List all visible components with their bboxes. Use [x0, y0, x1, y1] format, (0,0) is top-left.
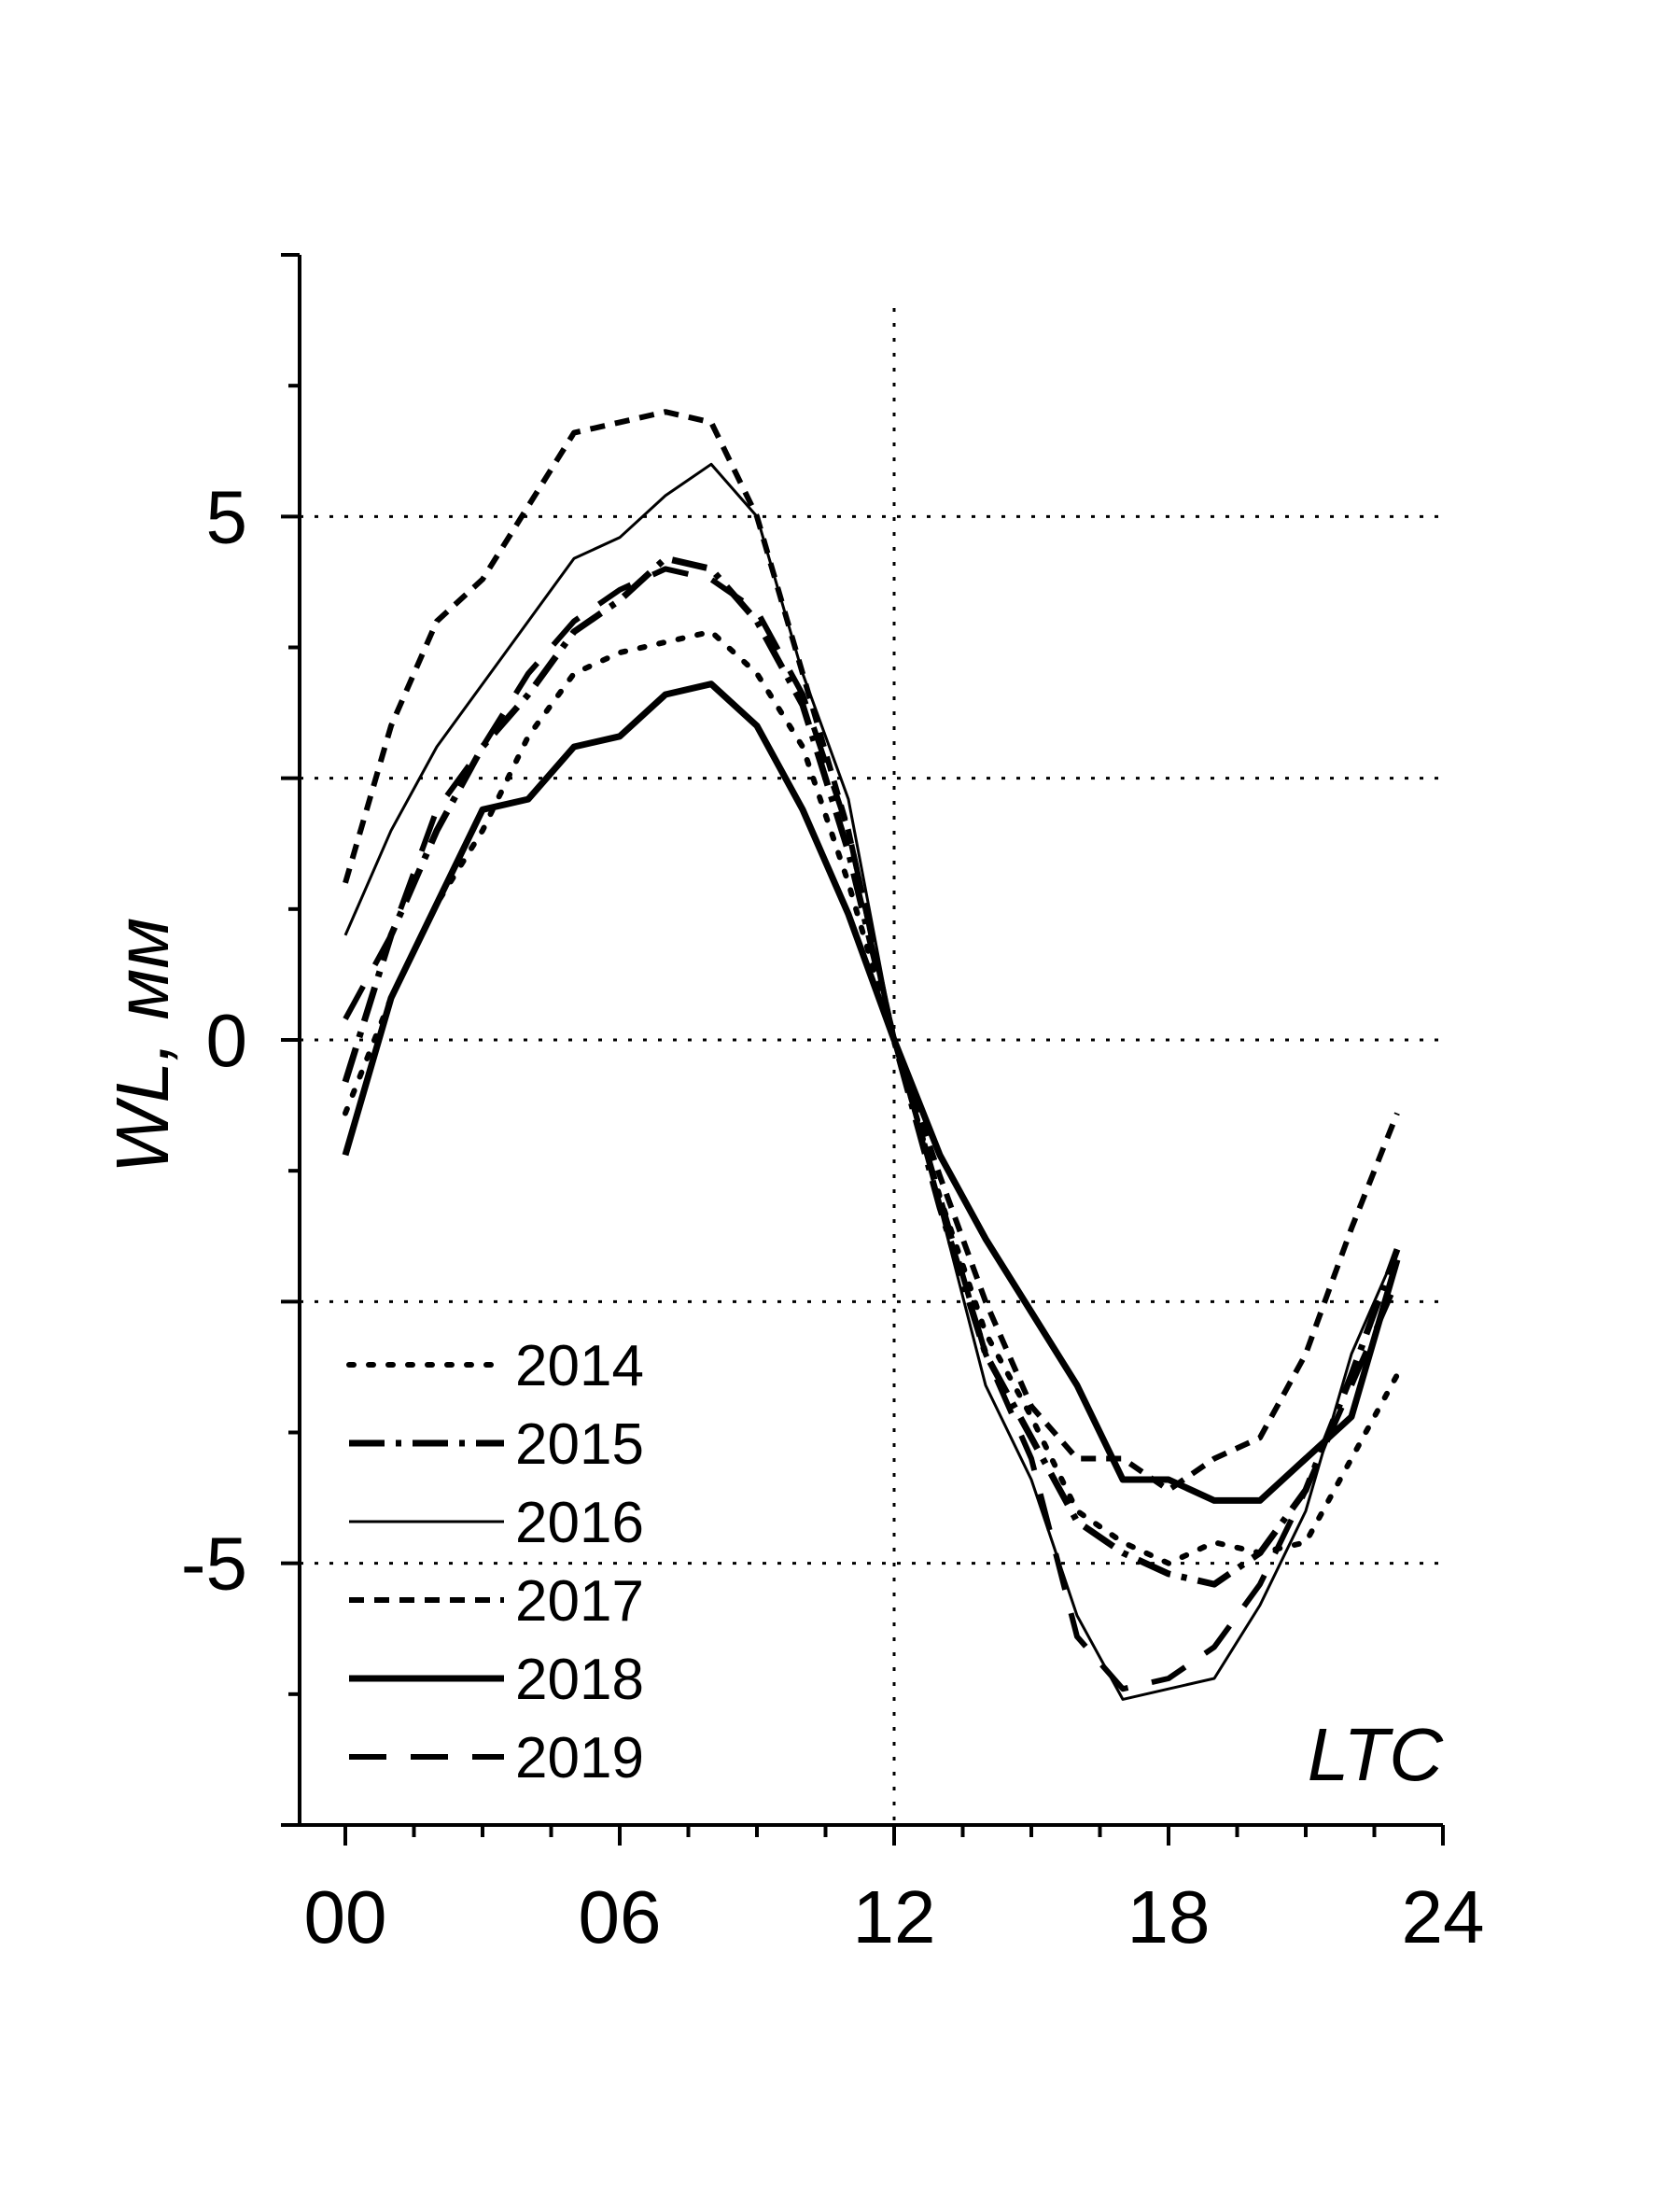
series-line-2014 — [343, 628, 1400, 1566]
series-line-2016 — [343, 462, 1399, 1701]
legend-label-2018: 2018 — [515, 1648, 644, 1712]
x-tick-label: 18 — [1127, 1875, 1211, 1958]
grid-lines — [300, 308, 1443, 1825]
series-lines — [342, 409, 1401, 1701]
x-axis-label: LTC — [1308, 1713, 1444, 1796]
y-tick-label: 5 — [206, 475, 248, 558]
y-axis-label: WL, мм — [101, 918, 184, 1173]
x-tick-label: 06 — [579, 1875, 662, 1958]
series-line-2019 — [343, 566, 1400, 1692]
legend-label-2019: 2019 — [515, 1726, 644, 1790]
axes — [281, 253, 1445, 1846]
series-line-2018 — [342, 681, 1401, 1504]
y-tick-label: 0 — [206, 999, 248, 1082]
x-tick-label: 00 — [304, 1875, 387, 1958]
x-tick-label: 12 — [853, 1875, 936, 1958]
legend-label-2015: 2015 — [515, 1412, 644, 1477]
series-line-2015 — [342, 555, 1401, 1588]
x-tick-label: 24 — [1402, 1875, 1485, 1958]
legend-label-2017: 2017 — [515, 1569, 644, 1634]
legend: 2014 2015 2016 2017 2018 2019 — [346, 1334, 644, 1790]
legend-label-2016: 2016 — [515, 1491, 644, 1555]
legend-label-2014: 2014 — [515, 1334, 644, 1398]
y-tick-label: -5 — [181, 1523, 247, 1606]
tick-labels: 5 0 -5 00 06 12 18 24 — [181, 475, 1485, 1958]
